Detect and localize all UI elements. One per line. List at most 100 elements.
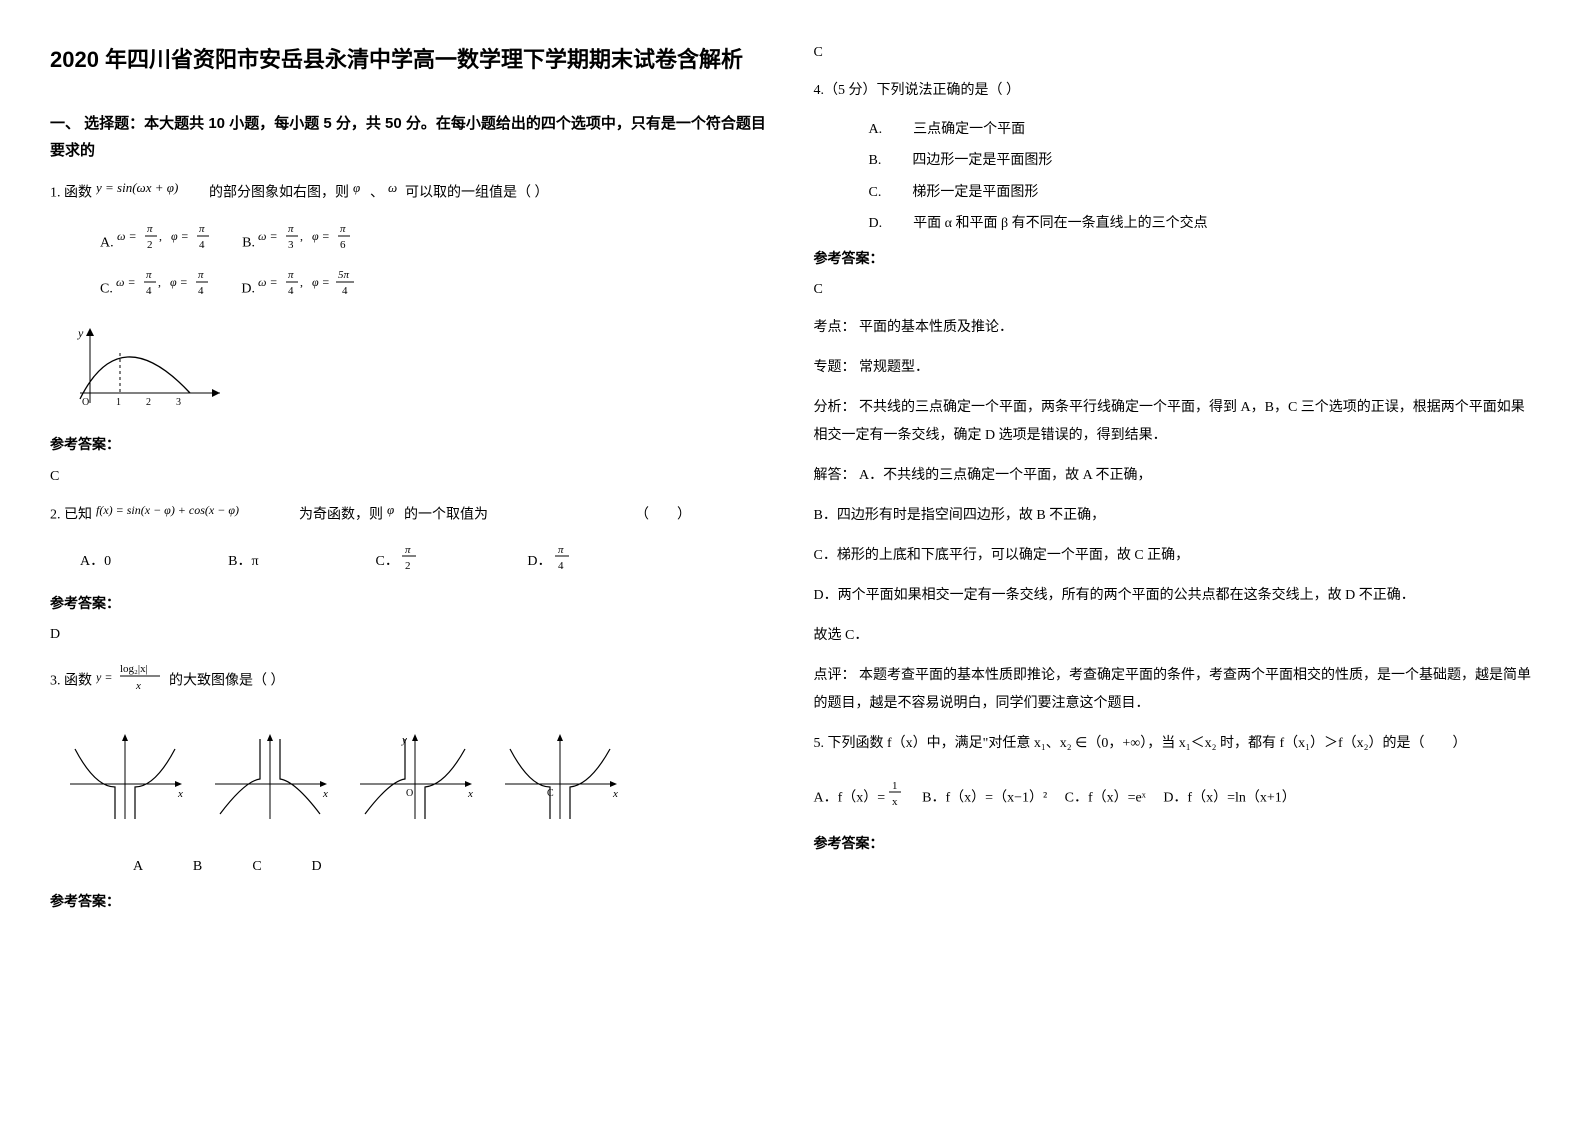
svg-text:5π: 5π: [338, 269, 350, 281]
q4-zt: 专题： 常规题型．: [814, 354, 1538, 382]
q2-options: A．0 B．π C． π2 D． π4: [80, 542, 774, 581]
svg-text:ω: ω: [388, 180, 397, 195]
svg-text:ω =: ω =: [258, 229, 278, 243]
q5-answer-label: 参考答案：: [814, 831, 1538, 856]
svg-text:,: ,: [300, 229, 303, 243]
svg-text:x: x: [467, 788, 473, 800]
q1-answer: C: [50, 464, 774, 489]
q3-answer: C: [814, 40, 1538, 65]
question-5: 5. 下列函数 f（x）中，满足"对任意 x₁、x₂ ∈（0，+∞），当 x₁＜…: [814, 730, 1538, 758]
q1-optB-math: ω = π 3 , φ = π 6: [258, 220, 368, 267]
svg-text:π: π: [147, 223, 153, 235]
q4-jdD: D．两个平面如果相交一定有一条交线，所有的两个平面的公共点都在这条交线上，故 D…: [814, 582, 1538, 610]
q2-formula: f(x) = sin(x − φ) + cos(x − φ): [96, 501, 296, 530]
q2-stem-mid: 为奇函数，则: [299, 507, 383, 522]
q2-optC: C．: [376, 554, 399, 569]
svg-text:,: ,: [300, 275, 303, 289]
q1-options-row2: C. ω = π 4 , φ = π 4 D. ω = π 4 ,: [100, 266, 774, 313]
q4-kd: 考点： 平面的基本性质及推论．: [814, 314, 1538, 342]
q2-stem-end: 的一个取值为: [404, 507, 488, 522]
q1-stem-end: 可以取的一组值是（ ）: [405, 185, 549, 200]
q2-answer: D: [50, 622, 774, 647]
svg-text:x: x: [135, 680, 141, 692]
q3-letter-d: D: [289, 854, 345, 879]
q1-optA-math: ω = π 2 , φ = π 4: [117, 220, 227, 267]
q1-options-row1: A. ω = π 2 , φ = π 4 B. ω = π 3 ,: [100, 220, 774, 267]
q5-opts-tail: B．f（x）=（x−1）² C．f（x）=eˣ D．f（x）=ln（x+1）: [908, 791, 1296, 806]
svg-text:2: 2: [147, 239, 153, 251]
svg-text:φ =: φ =: [171, 229, 189, 243]
q4-zt-text: 常规题型．: [859, 360, 929, 375]
q3-letter-a: A: [110, 854, 166, 879]
svg-text:O: O: [82, 397, 89, 408]
q4-optD-label: D.: [869, 216, 883, 231]
svg-text:6: 6: [340, 239, 346, 251]
q4-jdB: B．四边形有时是指空间四边形，故 B 不正确，: [814, 502, 1538, 530]
q4-fx-text: 不共线的三点确定一个平面，两条平行线确定一个平面，得到 A，B，C 三个选项的正…: [814, 400, 1525, 443]
svg-text:φ =: φ =: [312, 275, 330, 289]
q1-optA-label: A.: [100, 235, 114, 250]
q2-optB: B．π: [228, 554, 258, 569]
q1-stem-pre: 1. 函数: [50, 185, 92, 200]
svg-text:C: C: [547, 788, 554, 799]
svg-text:1: 1: [892, 780, 898, 792]
q1-graph: y O 1 2 3: [60, 323, 774, 422]
q3-answer-label: 参考答案：: [50, 889, 774, 914]
q1-optC-math: ω = π 4 , φ = π 4: [116, 266, 226, 313]
q1-optB-label: B.: [242, 235, 255, 250]
svg-text:π: π: [340, 223, 346, 235]
q2-optD: D．: [527, 554, 551, 569]
svg-text:x: x: [612, 788, 618, 800]
svg-text:4: 4: [199, 239, 205, 251]
svg-text:3: 3: [176, 397, 181, 408]
svg-text:log₂|x|: log₂|x|: [120, 663, 148, 675]
q1-answer-label: 参考答案：: [50, 432, 774, 457]
q4-optC-label: C.: [869, 185, 882, 200]
q1-omega: ω: [388, 179, 402, 207]
svg-text:π: π: [288, 223, 294, 235]
q3-letters: A B C D: [110, 854, 774, 879]
q4-answer: C: [814, 277, 1538, 302]
q4-optB-text: 四边形一定是平面图形: [912, 153, 1052, 168]
q4-optD: D. 平面 α 和平面 β 有不同在一条直线上的三个交点: [869, 211, 1538, 236]
q4-jd: 解答： A．不共线的三点确定一个平面，故 A 不正确，: [814, 462, 1538, 490]
svg-text:y: y: [401, 734, 407, 746]
svg-text:4: 4: [288, 285, 294, 297]
q2-stem-pre: 2. 已知: [50, 507, 92, 522]
svg-text:π: π: [558, 544, 564, 556]
svg-text:2: 2: [146, 397, 151, 408]
q4-jdA: A．不共线的三点确定一个平面，故 A 不正确，: [859, 468, 1151, 483]
question-1: 1. 函数 y = sin(ωx + φ) 的部分图象如右图，则 φ 、 ω 可…: [50, 179, 774, 208]
q4-dp: 点评： 本题考查平面的基本性质即推论，考查确定平面的条件，考查两个平面相交的性质…: [814, 662, 1538, 718]
q3-stem-end: 的大致图像是（ ）: [169, 674, 285, 689]
q3-letter-c: C: [229, 854, 285, 879]
q1-optD-math: ω = π 4 , φ = 5π 4: [258, 266, 378, 313]
q4-optB: B. 四边形一定是平面图形: [869, 148, 1538, 173]
q4-jdEnd: 故选 C．: [814, 622, 1538, 650]
q4-zt-label: 专题：: [814, 360, 856, 375]
svg-text:y: y: [77, 326, 84, 340]
q4-optC-text: 梯形一定是平面图形: [912, 185, 1038, 200]
question-2: 2. 已知 f(x) = sin(x − φ) + cos(x − φ) 为奇函…: [50, 501, 774, 530]
q2-optA: A．0: [80, 554, 111, 569]
svg-text:π: π: [405, 544, 411, 556]
q1-optD-label: D.: [241, 282, 255, 297]
q3-stem-pre: 3. 函数: [50, 674, 92, 689]
svg-text:π: π: [288, 269, 294, 281]
left-column: 2020 年四川省资阳市安岳县永清中学高一数学理下学期期末试卷含解析 一、 选择…: [50, 40, 774, 920]
question-4: 4.（5 分）下列说法正确的是（ ）: [814, 77, 1538, 105]
svg-text:ω =: ω =: [258, 275, 278, 289]
page-title: 2020 年四川省资阳市安岳县永清中学高一数学理下学期期末试卷含解析: [50, 40, 774, 80]
q4-jd-label: 解答：: [814, 468, 856, 483]
q1-phi: φ: [353, 179, 367, 207]
svg-text:3: 3: [288, 239, 294, 251]
q2-answer-label: 参考答案：: [50, 591, 774, 616]
svg-text:φ =: φ =: [312, 229, 330, 243]
q4-answer-label: 参考答案：: [814, 246, 1538, 271]
q3-formula: y = log₂|x| x: [96, 659, 166, 704]
svg-text:π: π: [198, 269, 204, 281]
q1-stem-mid: 的部分图象如右图，则: [209, 185, 349, 200]
q5-optA-frac: 1x: [889, 778, 905, 819]
svg-text:φ: φ: [353, 180, 360, 195]
svg-text:ω =: ω =: [117, 229, 137, 243]
